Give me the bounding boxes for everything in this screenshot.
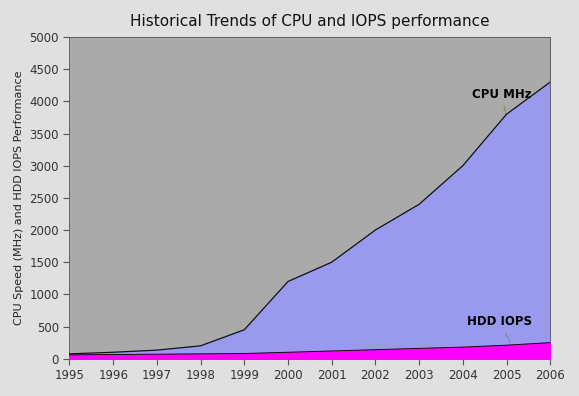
Y-axis label: CPU Speed (MHz) and HDD IOPS Performance: CPU Speed (MHz) and HDD IOPS Performance — [14, 70, 24, 325]
Text: CPU MHz: CPU MHz — [471, 88, 531, 115]
Text: HDD IOPS: HDD IOPS — [467, 315, 532, 341]
Title: Historical Trends of CPU and IOPS performance: Historical Trends of CPU and IOPS perfor… — [130, 14, 490, 29]
